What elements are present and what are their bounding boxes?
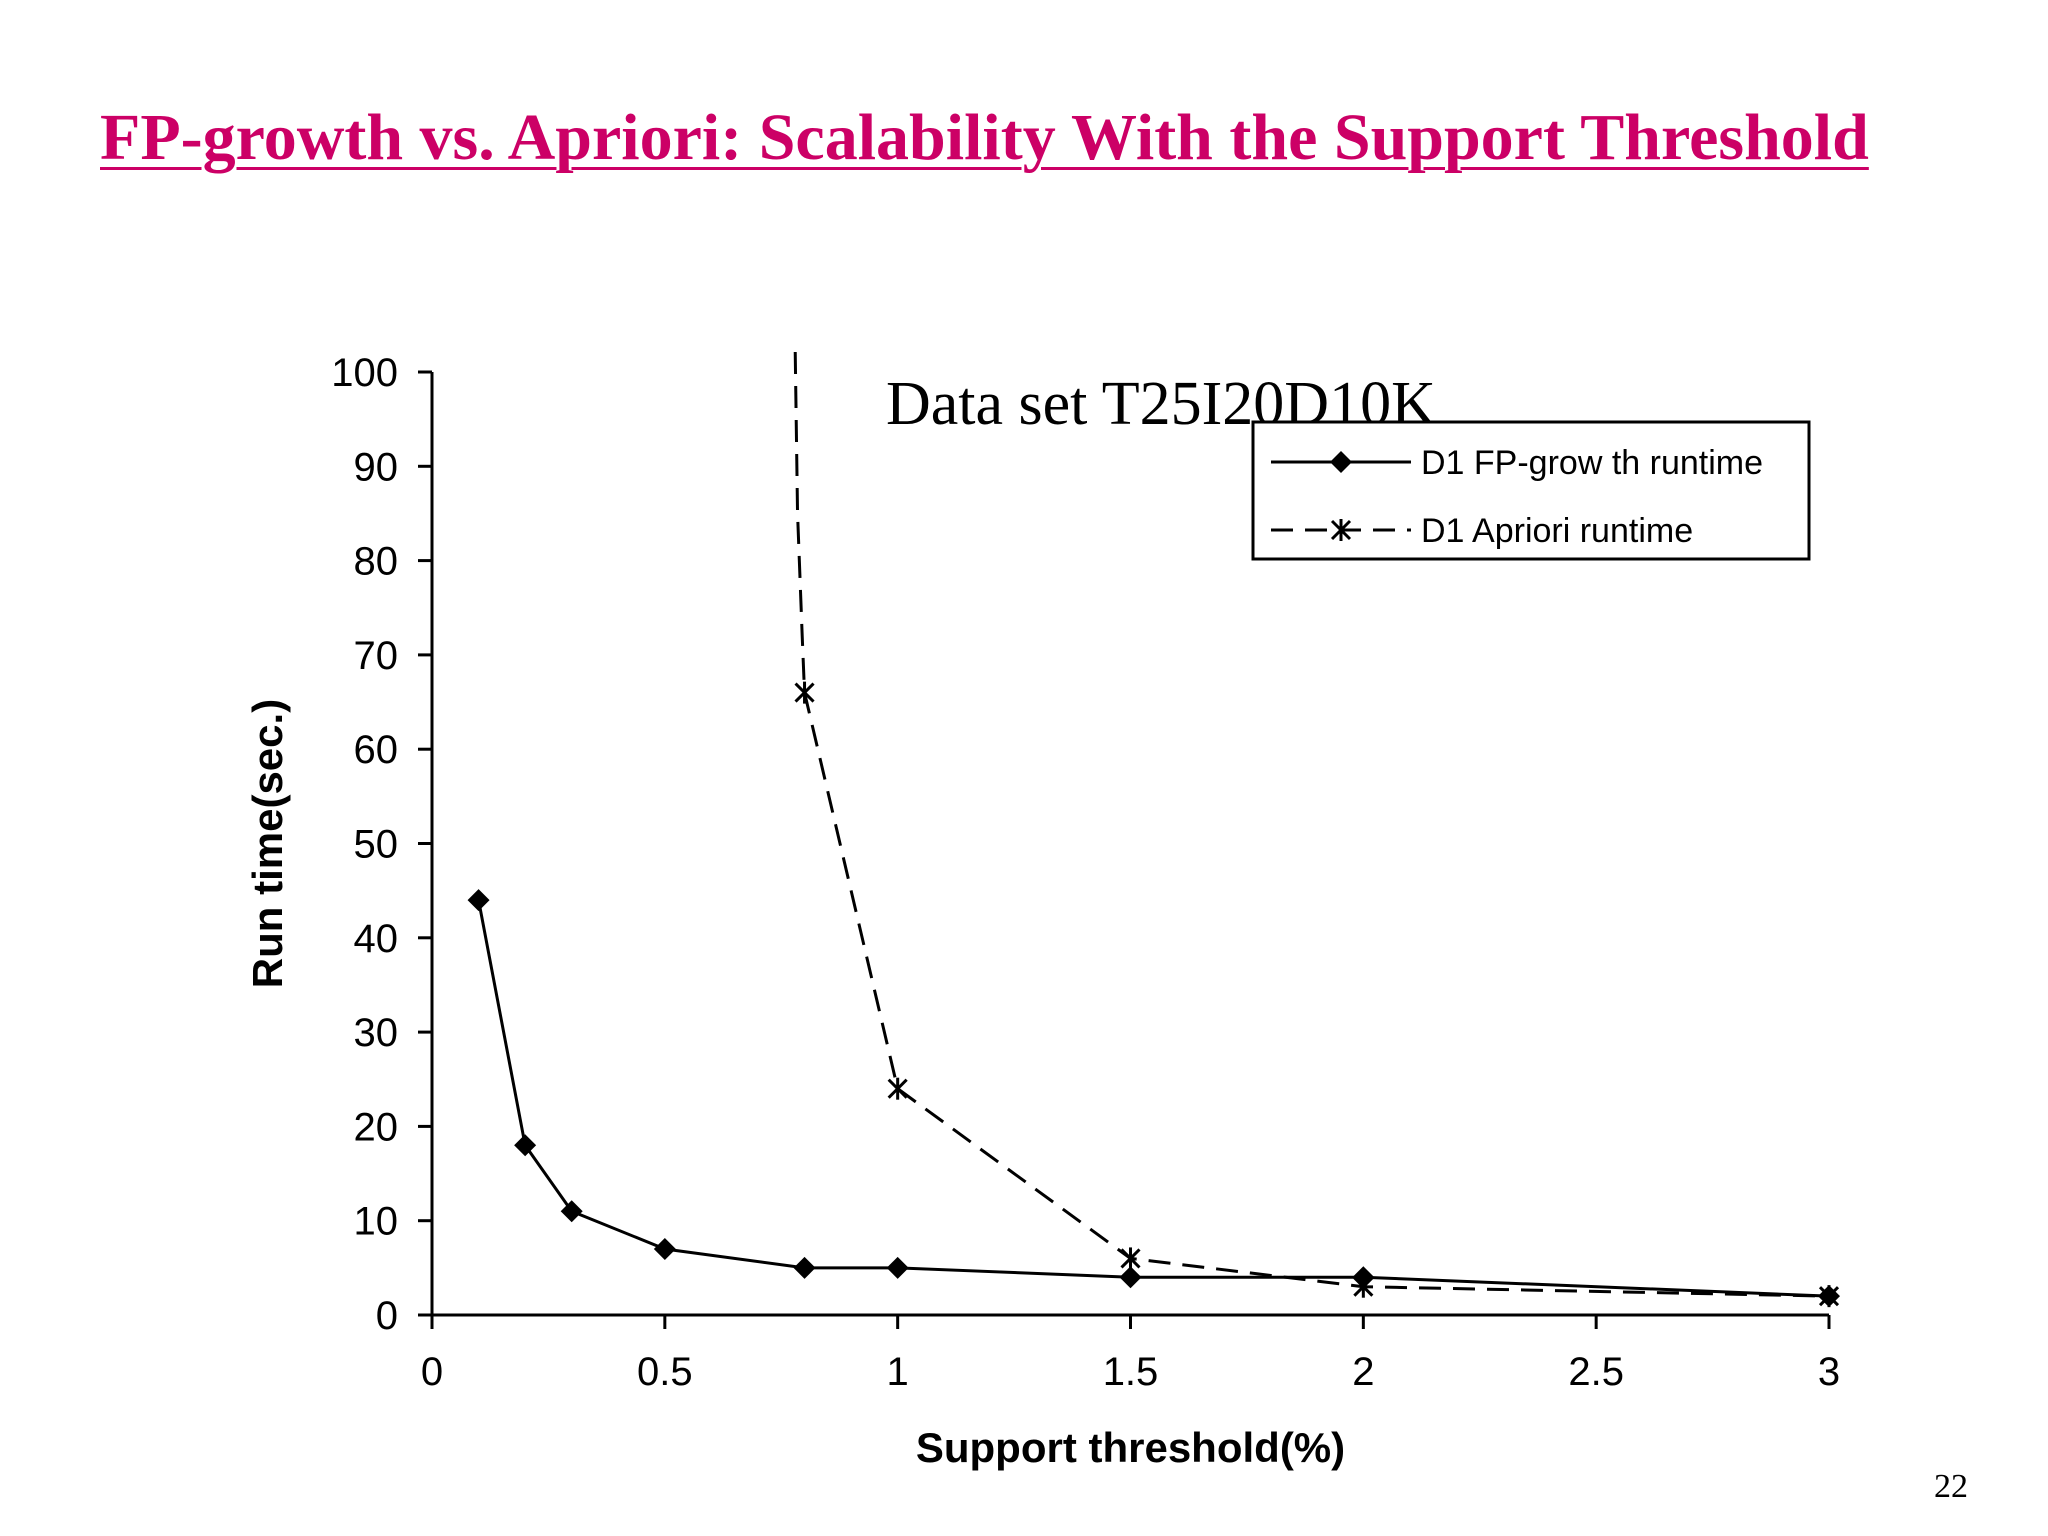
y-tick-label: 50 bbox=[354, 823, 399, 867]
y-axis-title: Run time(sec.) bbox=[244, 699, 291, 988]
y-tick-label: 70 bbox=[354, 634, 399, 678]
x-tick-label: 3 bbox=[1818, 1350, 1840, 1394]
y-tick-label: 100 bbox=[331, 351, 398, 395]
x-tick-label: 2.5 bbox=[1568, 1350, 1624, 1394]
data-point-asterisk bbox=[1120, 1247, 1141, 1270]
data-point-diamond bbox=[653, 1237, 676, 1260]
y-tick-label: 80 bbox=[354, 540, 399, 584]
data-point-asterisk bbox=[1353, 1275, 1374, 1298]
x-axis-title: Support threshold(%) bbox=[916, 1424, 1345, 1471]
series-line bbox=[477, 899, 1830, 1298]
x-tick-label: 2 bbox=[1352, 1350, 1374, 1394]
series-fp-growth bbox=[467, 889, 1840, 1308]
chart-series bbox=[467, 351, 1840, 1308]
x-tick-label: 1 bbox=[887, 1350, 909, 1394]
data-point-diamond bbox=[1119, 1266, 1142, 1289]
x-tick-label: 0 bbox=[421, 1350, 443, 1394]
legend-marker-asterisk bbox=[1330, 519, 1352, 541]
y-tick-label: 10 bbox=[354, 1200, 399, 1244]
legend-label: D1 FP-grow th runtime bbox=[1421, 444, 1763, 482]
data-point-asterisk bbox=[1818, 1285, 1840, 1308]
x-tick-label: 0.5 bbox=[637, 1350, 693, 1394]
y-tick-label: 20 bbox=[354, 1105, 399, 1149]
y-tick-label: 40 bbox=[354, 917, 399, 961]
x-tick-label: 1.5 bbox=[1103, 1350, 1159, 1394]
data-point-diamond bbox=[514, 1134, 537, 1157]
page-number: 22 bbox=[1934, 1468, 1968, 1505]
y-tick-label: 90 bbox=[354, 445, 399, 489]
y-tick-label: 0 bbox=[376, 1294, 398, 1338]
series-line bbox=[793, 351, 1830, 1298]
chart-axes: 0 10 20 30 40 50 60 70 80 90 100 0 0.5 1 1.5 2 2.5 3 bbox=[331, 351, 1840, 1394]
data-point-diamond bbox=[886, 1256, 909, 1279]
data-point-asterisk bbox=[794, 681, 815, 704]
data-point-diamond bbox=[467, 889, 490, 912]
series-apriori bbox=[793, 351, 1840, 1308]
chart-legend: D1 FP-grow th runtime D1 Apriori runtime bbox=[1251, 420, 1811, 561]
y-tick-label: 60 bbox=[354, 728, 399, 772]
legend-label: D1 Apriori runtime bbox=[1421, 512, 1693, 550]
legend-marker-diamond bbox=[1330, 451, 1352, 473]
data-point-diamond bbox=[560, 1200, 583, 1223]
slide-title: FP-growth vs. Apriori: Scalability With … bbox=[100, 101, 1869, 174]
y-tick-label: 30 bbox=[354, 1011, 399, 1055]
data-point-diamond bbox=[793, 1256, 816, 1279]
data-point-asterisk bbox=[887, 1077, 908, 1100]
